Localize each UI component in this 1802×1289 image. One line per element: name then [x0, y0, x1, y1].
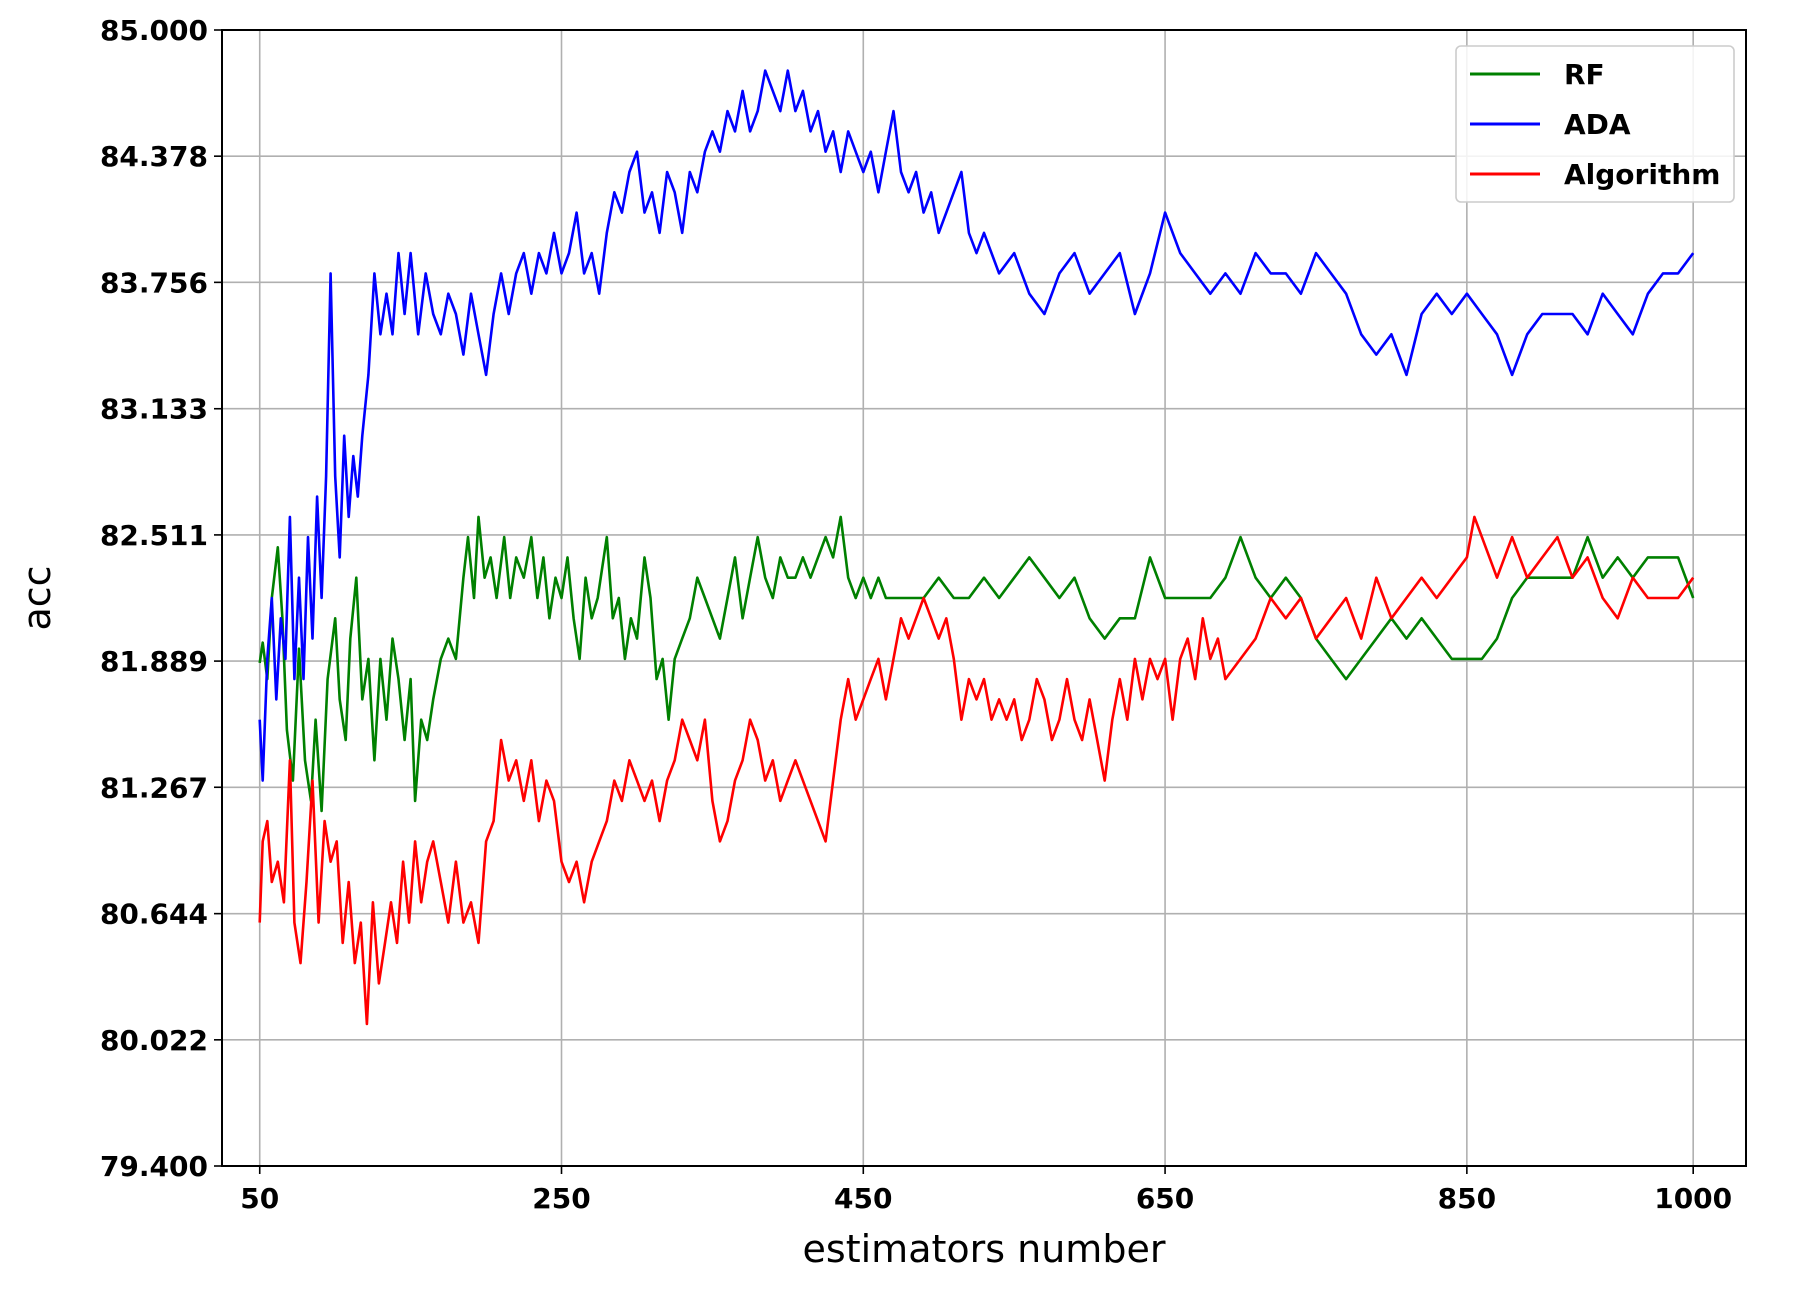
legend-label-algorithm: Algorithm [1564, 158, 1720, 191]
y-tick-label: 81.267 [100, 771, 208, 804]
y-tick-label: 83.756 [100, 266, 208, 299]
y-axis-label: acc [15, 565, 59, 630]
y-tick-label: 79.400 [100, 1150, 208, 1183]
x-tick-label: 1000 [1654, 1182, 1732, 1215]
y-tick-label: 80.644 [100, 898, 208, 931]
legend-box [1455, 45, 1735, 203]
series-line-algorithm [258, 515, 1695, 1026]
x-axis-label: estimators number [803, 1227, 1166, 1271]
legend-label-rf: RF [1564, 58, 1605, 91]
x-tick-label: 450 [834, 1182, 892, 1215]
x-tick-label: 650 [1136, 1182, 1194, 1215]
series-lines [258, 69, 1695, 1026]
y-tick-label: 82.511 [100, 519, 208, 552]
legend: RF ADA Algorithm [1455, 45, 1735, 203]
y-tick-label: 84.378 [100, 140, 208, 173]
y-tick-label: 81.889 [100, 645, 208, 678]
y-tick-label: 83.133 [100, 393, 208, 426]
legend-label-ada: ADA [1564, 108, 1631, 141]
x-tick-label: 250 [532, 1182, 590, 1215]
plot-frame [221, 29, 1747, 1167]
series-line-ada [258, 69, 1695, 782]
x-tick-label: 850 [1438, 1182, 1496, 1215]
y-tick-label: 85.000 [100, 14, 208, 47]
x-tick-label: 50 [240, 1182, 279, 1215]
series-line-rf [258, 515, 1695, 813]
axis-ticks: 50 250 450 650 850 1000 79.400 80.022 80.644 81.2… [100, 14, 1732, 1215]
y-tick-label: 80.022 [100, 1024, 208, 1057]
